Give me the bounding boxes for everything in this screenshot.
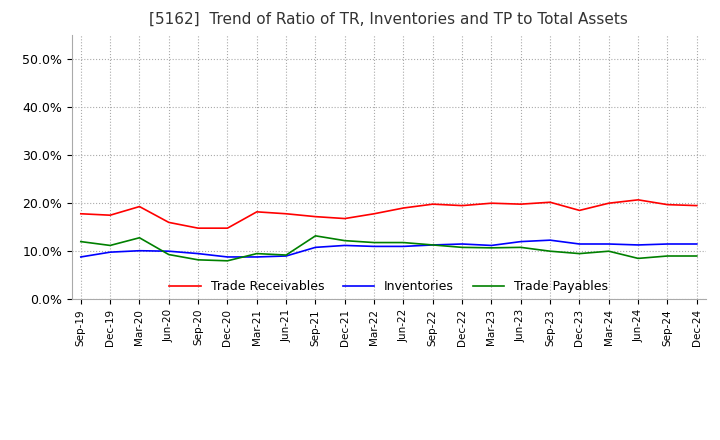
Trade Receivables [253, 209, 261, 214]
Inventories [370, 244, 379, 249]
Inventories [605, 242, 613, 247]
Line: Trade Receivables: Trade Receivables [81, 200, 697, 228]
Inventories [76, 254, 85, 260]
Inventories [341, 243, 349, 248]
Trade Receivables [663, 202, 672, 207]
Trade Payables [634, 256, 642, 261]
Trade Payables [663, 253, 672, 259]
Legend: Trade Receivables, Inventories, Trade Payables: Trade Receivables, Inventories, Trade Pa… [164, 275, 613, 298]
Trade Receivables [428, 202, 437, 207]
Inventories [546, 238, 554, 243]
Trade Payables [311, 233, 320, 238]
Trade Receivables [516, 202, 525, 207]
Trade Payables [223, 258, 232, 264]
Inventories [516, 239, 525, 244]
Inventories [135, 248, 144, 253]
Trade Receivables [223, 226, 232, 231]
Trade Payables [693, 253, 701, 259]
Trade Receivables [164, 220, 173, 225]
Trade Payables [458, 245, 467, 250]
Trade Receivables [311, 214, 320, 219]
Trade Receivables [399, 205, 408, 211]
Inventories [428, 242, 437, 248]
Trade Payables [399, 240, 408, 245]
Trade Receivables [341, 216, 349, 221]
Trade Receivables [106, 213, 114, 218]
Trade Receivables [282, 211, 290, 216]
Inventories [253, 254, 261, 260]
Trade Payables [575, 251, 584, 256]
Trade Payables [76, 239, 85, 244]
Inventories [575, 242, 584, 247]
Trade Receivables [693, 203, 701, 208]
Inventories [663, 242, 672, 247]
Trade Receivables [370, 211, 379, 216]
Trade Payables [428, 242, 437, 248]
Trade Receivables [135, 204, 144, 209]
Trade Receivables [575, 208, 584, 213]
Trade Receivables [458, 203, 467, 208]
Inventories [311, 245, 320, 250]
Trade Payables [370, 240, 379, 245]
Trade Payables [194, 257, 202, 263]
Trade Payables [605, 249, 613, 254]
Trade Receivables [487, 201, 496, 206]
Trade Payables [341, 238, 349, 243]
Trade Receivables [605, 201, 613, 206]
Inventories [487, 243, 496, 248]
Trade Receivables [634, 197, 642, 202]
Inventories [458, 242, 467, 247]
Inventories [282, 253, 290, 259]
Trade Payables [282, 253, 290, 258]
Trade Payables [253, 251, 261, 256]
Trade Payables [516, 245, 525, 250]
Trade Payables [164, 252, 173, 257]
Inventories [164, 249, 173, 254]
Inventories [634, 242, 642, 248]
Inventories [106, 249, 114, 255]
Line: Trade Payables: Trade Payables [81, 236, 697, 261]
Trade Receivables [76, 211, 85, 216]
Inventories [223, 254, 232, 260]
Inventories [693, 242, 701, 247]
Line: Inventories: Inventories [81, 240, 697, 257]
Trade Payables [135, 235, 144, 240]
Trade Payables [106, 243, 114, 248]
Inventories [194, 251, 202, 256]
Trade Receivables [546, 200, 554, 205]
Trade Payables [487, 245, 496, 250]
Trade Payables [546, 249, 554, 254]
Trade Receivables [194, 226, 202, 231]
Inventories [399, 244, 408, 249]
Title: [5162]  Trend of Ratio of TR, Inventories and TP to Total Assets: [5162] Trend of Ratio of TR, Inventories… [149, 12, 629, 27]
